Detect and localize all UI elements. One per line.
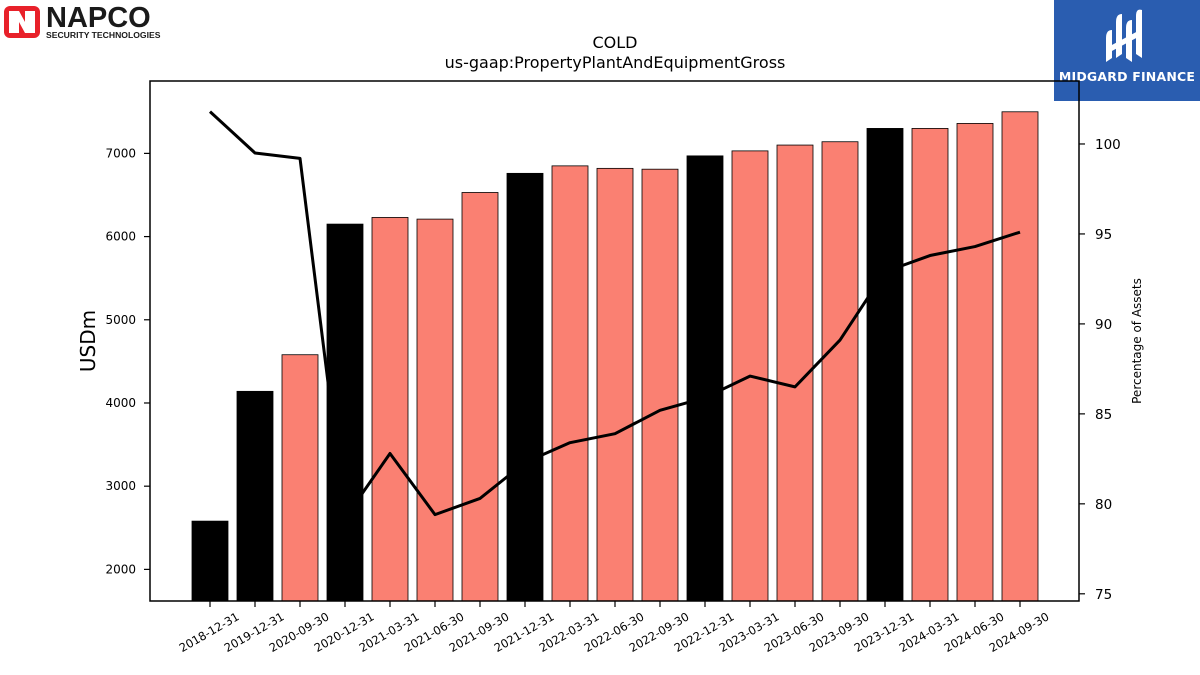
y-tick-label: 3000 — [105, 479, 136, 493]
y-tick-label: 5000 — [105, 313, 136, 327]
bar — [551, 165, 589, 602]
bar — [371, 217, 409, 602]
y-axis-label: USDm — [76, 310, 100, 372]
bar — [956, 123, 994, 602]
y2-axis-label: Percentage of Assets — [1130, 278, 1144, 404]
y-axis-left: 2000 3000 4000 5000 6000 7000 — [105, 146, 150, 576]
napco-logo-graphic: NAPCO SECURITY TECHNOLOGIES — [4, 2, 161, 40]
y-tick-label: 6000 — [105, 230, 136, 244]
y-tick-label: 2000 — [105, 562, 136, 576]
y-tick-label: 7000 — [105, 146, 136, 160]
bar — [416, 218, 454, 602]
bar — [236, 390, 274, 602]
bar — [911, 128, 949, 602]
bar-series — [191, 111, 1039, 602]
bar — [866, 128, 904, 602]
bar — [641, 168, 679, 602]
bar — [1001, 111, 1039, 602]
bar — [686, 155, 724, 602]
y2-tick-label: 90 — [1095, 317, 1112, 333]
x-axis: 2018-12-312019-12-312020-09-302020-12-31… — [177, 601, 1052, 655]
chart-subtitle: us-gaap:PropertyPlantAndEquipmentGross — [445, 53, 786, 72]
napco-logo-tagline: SECURITY TECHNOLOGIES — [46, 30, 161, 40]
y2-tick-label: 75 — [1095, 587, 1112, 603]
bar — [506, 172, 544, 602]
bar — [596, 167, 634, 602]
bar — [461, 192, 499, 602]
bar — [821, 141, 859, 602]
y2-tick-label: 95 — [1095, 227, 1112, 243]
napco-logo-name: NAPCO — [46, 4, 151, 34]
midgard-finance-logo: MIDGARD FINANCE — [1054, 0, 1200, 101]
y2-tick-label: 80 — [1095, 497, 1112, 513]
y2-tick-label: 85 — [1095, 407, 1112, 423]
y-axis-right: 75 80 85 90 95 100 — [1079, 137, 1121, 603]
midgard-logo-name: MIDGARD FINANCE — [1058, 69, 1196, 84]
y-tick-label: 4000 — [105, 396, 136, 410]
line-series — [208, 110, 1021, 520]
midgard-mark-icon — [1106, 9, 1142, 62]
chart-title: COLD — [593, 33, 638, 52]
napco-mark-glyph — [9, 11, 35, 33]
napco-logo: NAPCO SECURITY TECHNOLOGIES — [4, 2, 209, 40]
y2-tick-label: 100 — [1095, 137, 1121, 153]
bar — [191, 520, 229, 602]
bar — [281, 354, 319, 602]
